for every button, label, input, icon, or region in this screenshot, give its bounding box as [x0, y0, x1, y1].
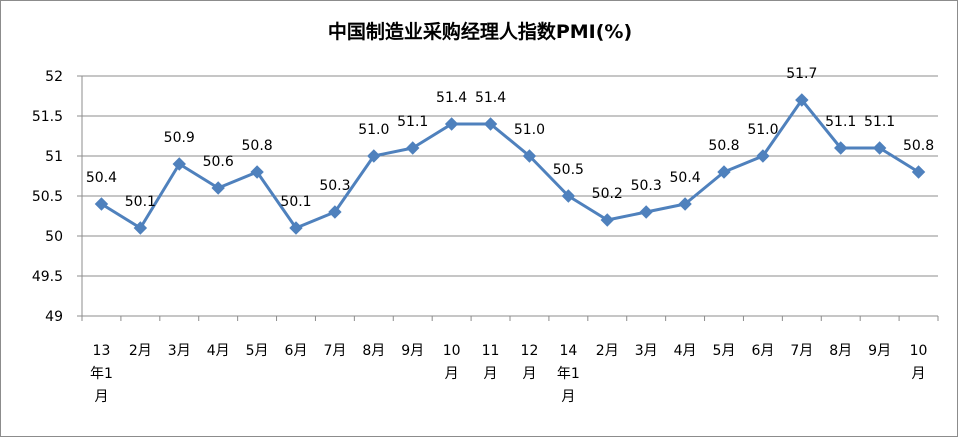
data-label: 50.8 [903, 138, 934, 154]
chart-title: 中国制造业采购经理人指数PMI(%) [327, 21, 633, 43]
y-tick-label: 50.5 [32, 189, 63, 205]
x-tick-label: 13 年1 月 [90, 343, 113, 405]
data-point-marker [367, 149, 381, 163]
x-tick-label: 7月 [323, 343, 346, 359]
data-label: 51.0 [514, 122, 545, 138]
data-point-marker [756, 149, 770, 163]
data-point-marker [444, 117, 459, 131]
data-label: 50.4 [86, 170, 117, 186]
x-tick-label: 7月 [790, 343, 813, 359]
series-line [100, 98, 920, 230]
data-point-marker [911, 165, 926, 179]
data-point-marker [328, 205, 342, 219]
x-tick-label: 9月 [401, 343, 424, 359]
x-tick-label: 10 月 [443, 343, 461, 382]
data-point-marker [872, 141, 887, 155]
x-tick-label: 8月 [829, 343, 852, 359]
data-label: 51.1 [825, 114, 856, 130]
y-tick-labels: 49 49.5 50 50.5 51 51.5 52 [32, 69, 63, 325]
x-tick-label: 2月 [129, 343, 152, 359]
data-point-marker [483, 117, 498, 131]
y-tick-label: 49.5 [32, 269, 63, 285]
data-point-marker [561, 189, 576, 203]
y-tick-label: 51 [45, 149, 63, 165]
x-tick-label: 14 年1 月 [557, 343, 580, 405]
data-label: 51.4 [475, 90, 506, 106]
x-tick-label: 3月 [635, 343, 658, 359]
data-point-marker [289, 221, 303, 235]
x-tick-label: 12 月 [521, 343, 539, 382]
data-label: 50.4 [670, 170, 701, 186]
data-point-marker [133, 221, 148, 235]
data-label: 50.1 [125, 194, 156, 210]
data-point-marker [600, 213, 614, 227]
x-tick-label: 6月 [285, 343, 308, 359]
x-tick-labels: 13 年1 月 2月 3月 4月 5月 6月 7月 8月 9月 10 月 11 月 12 月 14 年1 月 2月 3月 4… [90, 343, 927, 405]
data-point-marker [795, 93, 809, 107]
data-point-marker [834, 141, 848, 155]
data-label: 50.1 [280, 194, 311, 210]
x-tick-label: 6月 [751, 343, 774, 359]
x-tick-label: 4月 [207, 343, 230, 359]
axes [77, 75, 939, 321]
pmi-series [94, 93, 926, 235]
x-tick-label: 3月 [168, 343, 191, 359]
x-tick-label: 4月 [674, 343, 697, 359]
x-tick-label: 2月 [596, 343, 619, 359]
data-label: 51.1 [864, 114, 895, 130]
data-label: 51.1 [397, 114, 428, 130]
data-point-marker [717, 165, 731, 179]
x-tick-label: 5月 [246, 343, 269, 359]
x-tick-label: 8月 [362, 343, 385, 359]
data-label: 50.3 [631, 178, 662, 194]
x-tick-label: 10 月 [910, 343, 928, 382]
data-point-marker [250, 165, 264, 179]
data-labels: 50.4 50.1 50.9 50.6 50.8 50.1 50.3 51.0 51.1 51.4… [86, 66, 934, 210]
data-label: 50.8 [242, 138, 273, 154]
x-tick-label: 9月 [868, 343, 891, 359]
data-label: 50.6 [203, 154, 234, 170]
data-label: 50.9 [164, 130, 195, 146]
data-label: 50.2 [592, 186, 623, 202]
data-label: 51.4 [436, 90, 467, 106]
y-tick-label: 52 [45, 69, 63, 85]
data-label: 51.7 [786, 66, 817, 82]
data-point-marker [522, 149, 537, 163]
data-point-marker [678, 197, 692, 211]
data-point-marker [172, 157, 186, 171]
y-tick-label: 50 [45, 229, 63, 245]
data-point-marker [639, 205, 653, 219]
data-label: 51.0 [358, 122, 389, 138]
x-tick-label: 11 月 [482, 343, 500, 382]
data-label: 50.5 [553, 162, 584, 178]
data-label: 51.0 [747, 122, 778, 138]
x-tick-label: 5月 [713, 343, 736, 359]
data-label: 50.8 [708, 138, 739, 154]
y-tick-label: 49 [45, 309, 63, 325]
y-tick-label: 51.5 [32, 109, 63, 125]
data-label: 50.3 [319, 178, 350, 194]
data-point-marker [94, 197, 109, 211]
data-point-marker [211, 181, 225, 195]
data-point-marker [406, 141, 420, 155]
grid-lines [82, 75, 938, 277]
